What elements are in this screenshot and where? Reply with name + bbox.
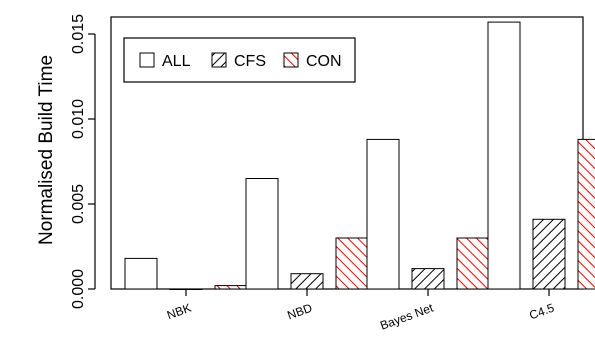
bar-con-1 — [335, 237, 369, 290]
legend-label-con: CON — [306, 53, 342, 70]
y-tick-label-0: 0.000 — [70, 269, 87, 309]
x-tick-label-1: NBD — [285, 301, 314, 323]
bar-con-0 — [214, 285, 248, 290]
legend-swatch-all — [139, 52, 155, 68]
legend-box — [123, 37, 356, 83]
legend-swatch-cfs — [211, 52, 227, 68]
bar-con-2 — [456, 237, 490, 290]
legend-label-all: ALL — [162, 53, 191, 70]
bar-con-3 — [577, 138, 595, 290]
x-tick-label-0: NBK — [165, 301, 193, 323]
legend-swatch-con — [283, 52, 299, 68]
y-tick-label-2: 0.010 — [70, 99, 87, 139]
x-tick-label-3: C4.5 — [527, 301, 556, 323]
bar-all-2 — [366, 138, 400, 290]
bar-cfs-1 — [290, 273, 324, 290]
x-tick-label-2: Bayes Net — [378, 300, 435, 332]
plot-area: 0.000 0.005 0.010 0.015 NBK NBD Bayes Net C4.5 A… — [70, 14, 595, 333]
bar-cfs-3 — [532, 218, 566, 290]
y-tick-label-3: 0.015 — [70, 14, 87, 54]
legend-label-cfs: CFS — [234, 53, 266, 70]
y-axis-label: Normalised Build Time — [36, 55, 57, 245]
bar-all-1 — [245, 178, 279, 290]
bar-all-3 — [487, 21, 521, 290]
bar-cfs-2 — [411, 268, 445, 290]
bar-all-0 — [124, 257, 158, 290]
y-tick-label-1: 0.005 — [70, 184, 87, 224]
